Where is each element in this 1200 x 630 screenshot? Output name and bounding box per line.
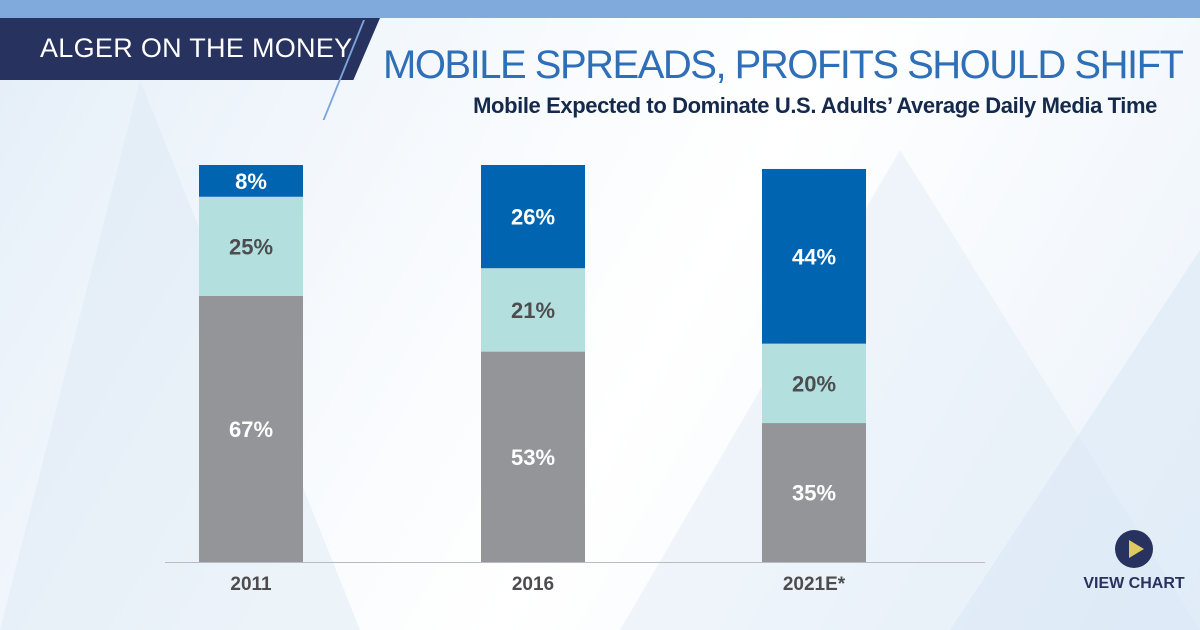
x-tick-label: 2016 [512, 574, 554, 595]
data-label: 25% [229, 234, 273, 259]
play-icon[interactable] [1115, 530, 1153, 568]
view-chart-label[interactable]: VIEW CHART [1083, 575, 1185, 592]
data-label: 20% [792, 371, 836, 396]
bar-segment [199, 165, 303, 197]
top-strip [0, 0, 1200, 18]
data-label: 67% [229, 417, 273, 442]
bar-segment [762, 423, 866, 562]
brand-label: ALGER ON THE MONEY [40, 33, 353, 63]
bar-segment [481, 165, 585, 269]
bar-segment [481, 351, 585, 562]
bar-segment [762, 168, 866, 344]
x-tick-label: 2011 [230, 574, 272, 595]
data-label: 8% [235, 169, 267, 194]
chart-subtitle: Mobile Expected to Dominate U.S. Adults’… [473, 93, 1157, 118]
bar-segment [199, 196, 303, 297]
data-label: 35% [792, 481, 836, 506]
data-label: 21% [511, 298, 555, 323]
x-tick-label: 2021E* [783, 574, 846, 595]
view-chart-button[interactable]: VIEW CHART [1073, 530, 1195, 593]
data-label: 53% [511, 445, 555, 470]
data-label: 44% [792, 244, 836, 269]
data-label: 26% [511, 205, 555, 230]
bar-segment [762, 343, 866, 424]
brand-banner: ALGER ON THE MONEY [0, 18, 380, 80]
page-title: MOBILE SPREADS, PROFITS SHOULD SHIFT [383, 43, 1184, 87]
bar-segment [199, 296, 303, 562]
bar-segment [481, 268, 585, 352]
